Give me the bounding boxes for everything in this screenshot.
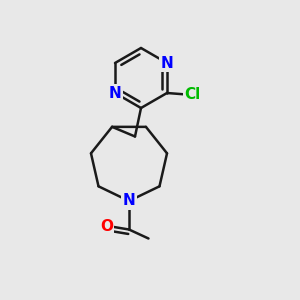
Text: N: N <box>109 85 122 100</box>
Text: N: N <box>123 194 135 208</box>
Text: N: N <box>160 56 173 70</box>
Text: O: O <box>100 219 113 234</box>
Text: Cl: Cl <box>184 87 201 102</box>
